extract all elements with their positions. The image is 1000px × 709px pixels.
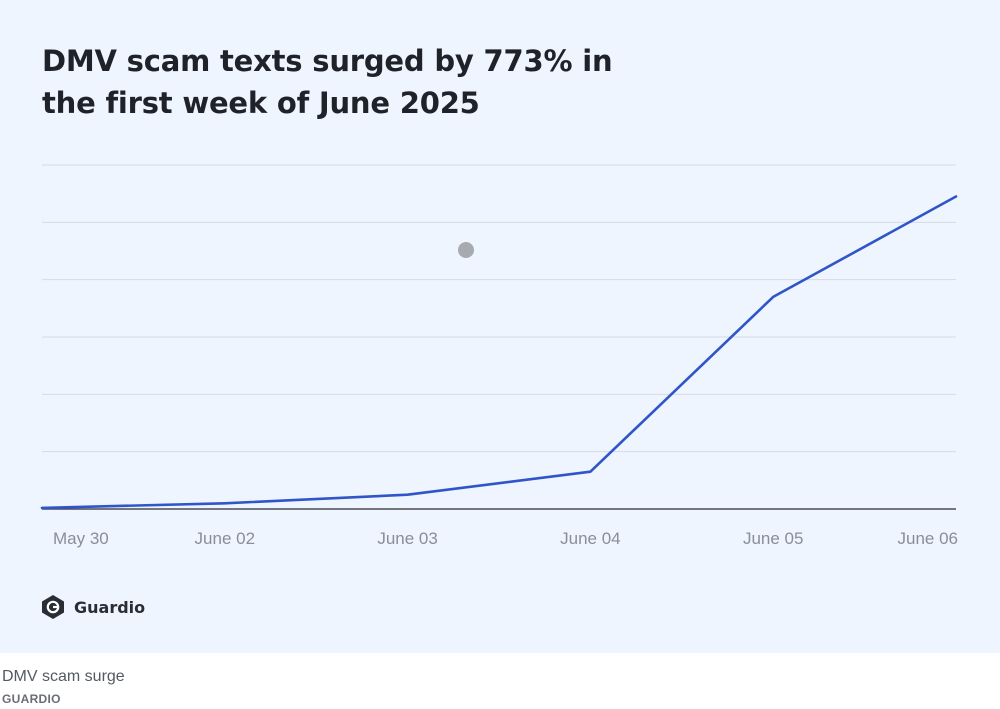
figure-credit: GUARDIO <box>2 692 61 706</box>
x-tick-label: June 05 <box>743 529 804 548</box>
guardio-logo-icon <box>42 595 64 619</box>
x-tick-labels: May 30 June 02 June 03 June 04 June 05 June 0… <box>53 529 958 548</box>
x-tick-label: June 02 <box>195 529 256 548</box>
line-chart: May 30 June 02 June 03 June 04 June 05 June 0… <box>40 164 958 548</box>
x-tick-label: June 06 <box>898 529 959 548</box>
x-tick-label: May 30 <box>53 529 109 548</box>
chart-title: DMV scam texts surged by 773% in the fir… <box>42 44 613 120</box>
marker-dot <box>458 242 474 258</box>
x-tick-label: June 03 <box>377 529 438 548</box>
series-line <box>40 195 958 510</box>
brand-name: Guardio <box>74 597 146 617</box>
gridlines <box>42 164 956 453</box>
x-tick-label: June 04 <box>560 529 621 548</box>
chart-card: DMV scam texts surged by 773% in the fir… <box>0 0 1000 653</box>
figure-caption: DMV scam surge <box>2 668 125 685</box>
guardio-brand: Guardio <box>40 593 145 621</box>
